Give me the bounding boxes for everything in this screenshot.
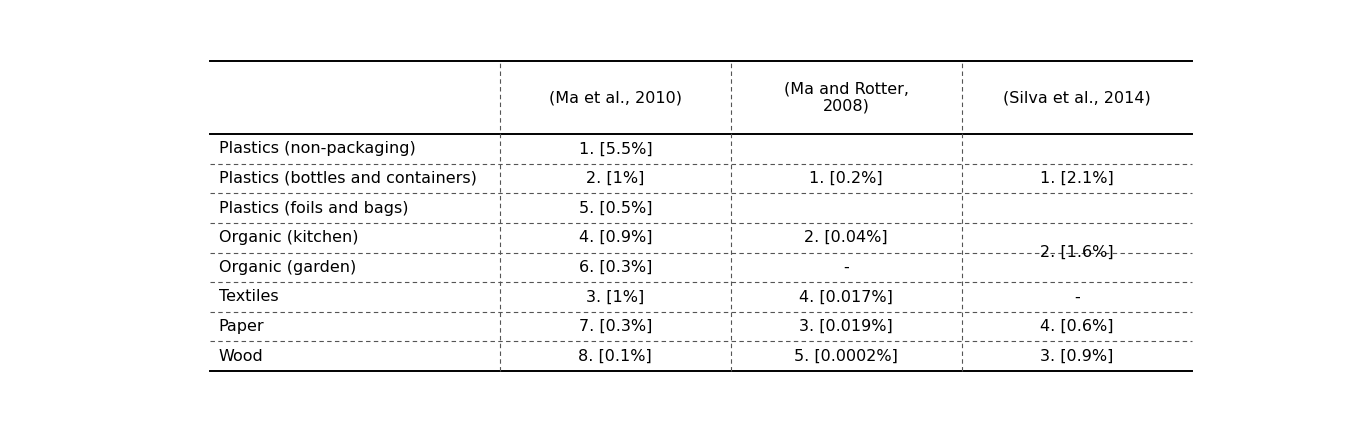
Text: (Ma and Rotter,
2008): (Ma and Rotter, 2008) bbox=[783, 81, 909, 114]
Text: (Silva et al., 2014): (Silva et al., 2014) bbox=[1003, 90, 1151, 105]
Text: -: - bbox=[844, 260, 849, 275]
Text: 2. [0.04%]: 2. [0.04%] bbox=[805, 230, 888, 245]
Text: Textiles: Textiles bbox=[218, 289, 278, 304]
Text: 1. [2.1%]: 1. [2.1%] bbox=[1041, 171, 1113, 186]
Text: 2. [1.6%]: 2. [1.6%] bbox=[1041, 245, 1113, 260]
Text: Organic (kitchen): Organic (kitchen) bbox=[218, 230, 359, 245]
Text: 4. [0.017%]: 4. [0.017%] bbox=[799, 289, 894, 304]
Text: 2. [1%]: 2. [1%] bbox=[586, 171, 644, 186]
Text: 5. [0.0002%]: 5. [0.0002%] bbox=[794, 349, 898, 364]
Text: 1. [5.5%]: 1. [5.5%] bbox=[578, 141, 652, 156]
Text: 7. [0.3%]: 7. [0.3%] bbox=[578, 319, 652, 334]
Text: 4. [0.9%]: 4. [0.9%] bbox=[578, 230, 652, 245]
Text: 1. [0.2%]: 1. [0.2%] bbox=[809, 171, 883, 186]
Text: Plastics (bottles and containers): Plastics (bottles and containers) bbox=[218, 171, 477, 186]
Text: 3. [0.019%]: 3. [0.019%] bbox=[799, 319, 892, 334]
Text: 8. [0.1%]: 8. [0.1%] bbox=[578, 349, 652, 364]
Text: Plastics (foils and bags): Plastics (foils and bags) bbox=[218, 201, 408, 216]
Text: Wood: Wood bbox=[218, 349, 263, 364]
Text: Plastics (non-packaging): Plastics (non-packaging) bbox=[218, 141, 415, 156]
Text: -: - bbox=[1074, 289, 1080, 304]
Text: 3. [1%]: 3. [1%] bbox=[586, 289, 644, 304]
Text: (Ma et al., 2010): (Ma et al., 2010) bbox=[549, 90, 682, 105]
Text: Organic (garden): Organic (garden) bbox=[218, 260, 356, 275]
Text: 4. [0.6%]: 4. [0.6%] bbox=[1041, 319, 1113, 334]
Text: 5. [0.5%]: 5. [0.5%] bbox=[578, 201, 652, 216]
Text: Paper: Paper bbox=[218, 319, 264, 334]
Text: 6. [0.3%]: 6. [0.3%] bbox=[578, 260, 652, 275]
Text: 3. [0.9%]: 3. [0.9%] bbox=[1041, 349, 1113, 364]
